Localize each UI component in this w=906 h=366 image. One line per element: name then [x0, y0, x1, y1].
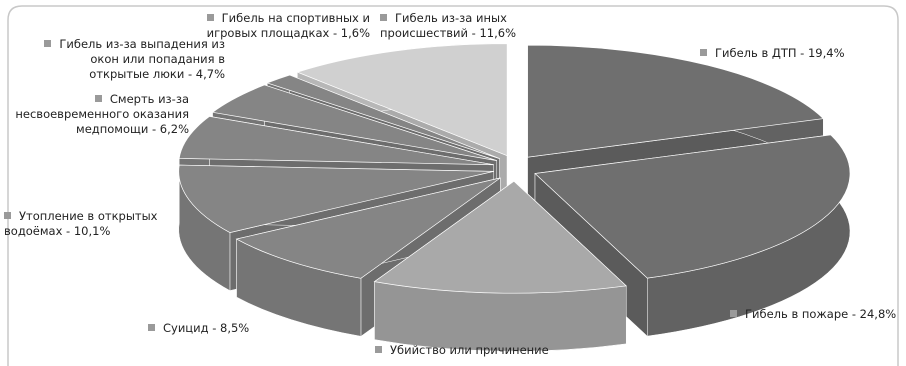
legend-marker: [380, 14, 387, 21]
legend-label: Суицид - 8,5%: [148, 321, 268, 336]
slice-top: [235, 177, 501, 279]
slice-top: [266, 74, 500, 159]
slice-top: [178, 116, 494, 166]
legend-label: Гибель на спортивных и игровых площадках…: [205, 11, 370, 41]
legend-label: Гибель в ДТП - 19,4%: [700, 46, 900, 61]
legend-label: Гибель из-за иных происшествий - 11,6%: [380, 11, 530, 41]
legend-text: Гибель в пожаре - 24,8%: [745, 307, 897, 321]
legend-marker: [700, 49, 707, 56]
legend-label: Гибель из-за выпадения из окон или попад…: [40, 37, 225, 82]
legend-marker: [375, 346, 382, 353]
legend-marker: [148, 324, 155, 331]
legend-marker: [206, 14, 214, 21]
legend-marker: [730, 310, 737, 317]
legend-marker: [44, 40, 52, 47]
legend-text: Суицид - 8,5%: [163, 321, 250, 335]
legend-marker: [94, 95, 102, 102]
legend-label: Смерть из-за несвоевременного оказания м…: [4, 92, 189, 137]
slice-top: [534, 134, 851, 279]
legend-label: Убийство или причинение: [375, 343, 595, 358]
legend-text: Утопление в открытых водоёмах - 10,1%: [4, 209, 158, 238]
slice: [373, 180, 628, 352]
legend-marker: [4, 212, 11, 219]
legend-label: Утопление в открытых водоёмах - 10,1%: [4, 209, 169, 239]
legend-text: Смерть из-за несвоевременного оказания м…: [15, 92, 189, 136]
legend-text: Гибель на спортивных и игровых площадках…: [206, 11, 370, 40]
legend-text: Гибель в ДТП - 19,4%: [715, 46, 845, 60]
frame: [7, 5, 899, 366]
legend-text: Гибель из-за выпадения из окон или попад…: [59, 37, 225, 81]
legend-text: Гибель из-за иных происшествий - 11,6%: [380, 11, 516, 40]
slice-top: [527, 44, 825, 158]
legend-text: Убийство или причинение: [390, 343, 549, 357]
slice-top: [211, 84, 497, 161]
slice-top: [178, 164, 494, 233]
slice-top: [296, 43, 508, 157]
slice-top: [373, 180, 628, 294]
legend-label: Гибель в пожаре - 24,8%: [730, 307, 905, 322]
